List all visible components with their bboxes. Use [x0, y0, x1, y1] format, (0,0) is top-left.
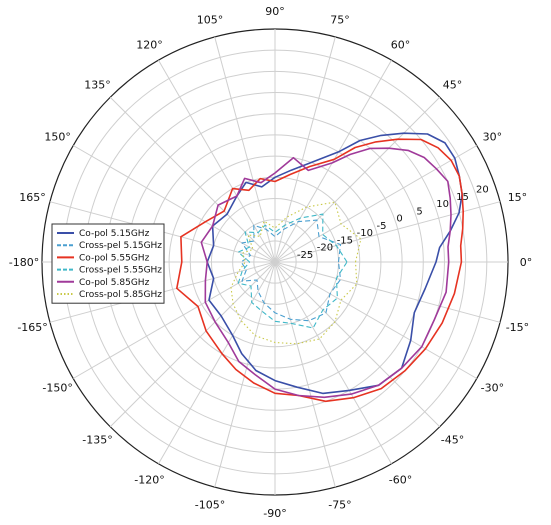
- angle-grid-line: [214, 36, 276, 263]
- series-line-6: [230, 201, 362, 345]
- angle-tick-label: 150°: [44, 131, 71, 144]
- angle-grid-line: [214, 261, 276, 488]
- angle-tick-labels: 90° 75° 60° 45° 30° 15° 0° -15° -30° -45° -60° -75°…: [9, 5, 532, 520]
- angle-tick-label: 90°: [265, 5, 285, 18]
- angle-grid-line: [158, 59, 276, 263]
- angle-grid-line: [109, 261, 276, 428]
- series-line-1: [206, 132, 463, 395]
- angle-grid-line: [274, 261, 478, 379]
- angle-grid-line: [274, 261, 336, 488]
- series-line-2: [240, 219, 342, 322]
- series-layer: [176, 132, 464, 403]
- angle-tick-label: 0°: [520, 256, 533, 269]
- angle-tick-label: -165°: [17, 321, 47, 334]
- angle-tick-label: 30°: [483, 131, 503, 144]
- angle-grid-line: [72, 145, 276, 263]
- angle-tick-label: 15°: [508, 191, 528, 204]
- legend-label: Cross-pel 5.55GHz: [79, 266, 162, 276]
- angle-grid-line: [72, 261, 276, 379]
- angle-grid-line: [274, 261, 441, 428]
- angle-tick-label: 165°: [19, 191, 46, 204]
- legend-label: Cross-pel 5.15GHz: [79, 241, 162, 251]
- radial-tick-label: -25: [297, 250, 313, 261]
- legend-label: Co-pol 5.85GHz: [79, 278, 150, 288]
- radial-tick-labels: -25 -20 -15 -10 -5 0 5 10 15 20: [297, 185, 489, 261]
- series-line-3: [176, 138, 464, 403]
- angle-tick-label: -150°: [42, 382, 72, 395]
- angle-grid-line: [274, 261, 392, 465]
- radial-tick-label: 5: [416, 206, 422, 217]
- angle-tick-label: 60°: [391, 39, 411, 52]
- radial-tick-label: -5: [377, 221, 387, 232]
- angle-grid-line: [274, 261, 501, 323]
- angle-tick-label: 105°: [197, 14, 224, 27]
- angle-grid-line: [274, 59, 392, 263]
- radial-tick-label: 15: [456, 192, 469, 203]
- angle-grid-line: [274, 36, 336, 263]
- radial-tick-label: -15: [337, 235, 353, 246]
- angle-grid-line: [274, 145, 478, 263]
- angle-grid-line: [274, 96, 441, 263]
- angle-tick-label: -75°: [328, 498, 351, 511]
- angle-tick-label: 75°: [330, 14, 350, 27]
- angle-tick-label: -135°: [82, 433, 112, 446]
- angle-tick-label: -60°: [389, 473, 412, 486]
- radial-tick-label: 10: [436, 199, 449, 210]
- legend-label: Co-pol 5.55GHz: [79, 253, 150, 263]
- legend: Co-pol 5.15GHz Cross-pel 5.15GHz Co-pol 5.…: [51, 223, 165, 304]
- angle-tick-label: -90°: [263, 507, 286, 520]
- angle-tick-label: -120°: [134, 473, 164, 486]
- radial-tick-label: 0: [396, 214, 402, 225]
- legend-box: [51, 223, 165, 304]
- angle-tick-label: 135°: [84, 79, 111, 92]
- angle-tick-label: 120°: [136, 39, 163, 52]
- legend-label: Co-pol 5.15GHz: [79, 229, 150, 239]
- series-line-4: [237, 213, 348, 329]
- radial-tick-label: 20: [476, 185, 489, 196]
- angle-grid-line: [109, 96, 276, 263]
- angle-tick-label: 45°: [443, 79, 463, 92]
- radial-tick-label: -20: [317, 243, 333, 254]
- angle-tick-label: -105°: [195, 498, 225, 511]
- legend-label: Cross-pol 5.85GHz: [79, 290, 162, 300]
- radial-tick-label: -10: [357, 228, 373, 239]
- angle-tick-label: -45°: [441, 433, 464, 446]
- angle-tick-label: -15°: [506, 321, 529, 334]
- angle-tick-label: -30°: [481, 382, 504, 395]
- series-line-5: [200, 147, 452, 399]
- angle-tick-label: -180°: [9, 256, 39, 269]
- angle-grid-line: [158, 261, 276, 465]
- polar-grid: [41, 28, 509, 496]
